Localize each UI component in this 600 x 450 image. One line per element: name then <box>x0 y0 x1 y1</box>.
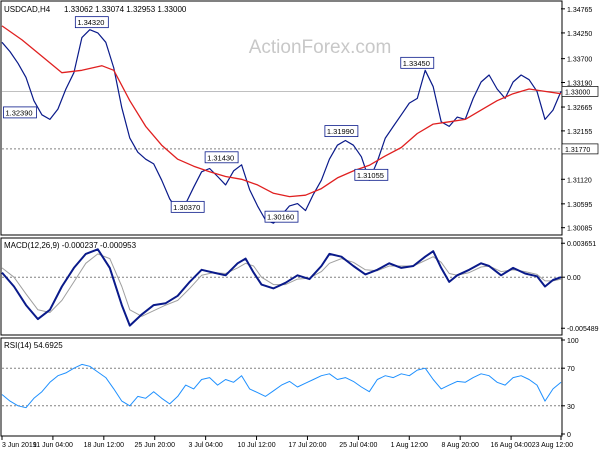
price-annotation-label-3: 1.30370 <box>173 203 200 212</box>
price-tick-label-4: 1.32665 <box>567 105 592 112</box>
instrument-label: USDCAD,H4 <box>4 5 51 14</box>
price-annotation-label-0: 1.34320 <box>77 18 104 27</box>
price-annotation-label-5: 1.31990 <box>327 127 354 136</box>
time-tick-label-0: 3 Jun 2019 <box>2 442 37 449</box>
rsi-series-rsi <box>1 363 562 409</box>
price-annotation-box-0 <box>74 16 109 29</box>
current-price-box <box>561 86 599 97</box>
time-tick-label-6: 17 Jul 20:00 <box>288 442 326 449</box>
price-tick-label-8: 1.30085 <box>567 226 592 233</box>
support-price-label: 1.31770 <box>565 147 590 154</box>
price-tick-label-3: 1.33190 <box>567 80 592 87</box>
price-tick-label-2: 1.33700 <box>567 57 592 64</box>
macd-tick-label-0: 0.003651 <box>567 241 596 248</box>
price-annotation-box-2 <box>204 151 239 164</box>
price-annotation-label-6: 1.31055 <box>357 171 384 180</box>
price-annotation-box-7 <box>400 56 435 69</box>
macd-panel-frame <box>0 237 563 336</box>
price-tick-label-0: 1.34765 <box>567 7 592 14</box>
time-tick-label-9: 8 Aug 20:00 <box>441 442 478 449</box>
price-annotation-box-5 <box>324 125 359 138</box>
support-price-box <box>561 143 599 155</box>
price-annotation-label-2: 1.31430 <box>207 153 234 162</box>
time-tick-label-3: 25 Jun 20:00 <box>134 442 175 449</box>
price-tick-label-5: 1.32155 <box>567 129 592 136</box>
price-series-price <box>1 29 562 224</box>
time-tick-label-8: 1 Aug 12:00 <box>391 442 428 449</box>
rsi-tick-label-1: 70 <box>567 366 575 373</box>
current-price-label: 1.33000 <box>565 89 590 96</box>
rsi-title: RSI(14) 54.6925 <box>4 341 63 350</box>
price-panel-frame <box>0 0 563 236</box>
price-annotation-box-4 <box>264 210 299 223</box>
price-tick-label-1: 1.34250 <box>567 31 592 38</box>
price-annotation-label-1: 1.32390 <box>5 108 32 117</box>
time-tick-label-10: 16 Aug 04:00 <box>490 442 531 449</box>
macd-tick-label-2: -0.005489 <box>567 326 599 333</box>
time-tick-label-1: 11 Jun 04:00 <box>33 442 73 449</box>
macd-tick-label-1: 0.00 <box>567 275 581 282</box>
price-annotation-box-1 <box>3 106 37 119</box>
time-tick-label-11: 23 Aug 12:00 <box>532 442 573 449</box>
price-annotation-box-3 <box>170 200 205 213</box>
rsi-panel-frame <box>0 337 563 437</box>
rsi-tick-label-0: 100 <box>567 338 579 345</box>
price-tick-label-7: 1.30595 <box>567 202 592 209</box>
rsi-tick-label-3: 0 <box>567 432 571 439</box>
macd-series-signal <box>1 253 562 317</box>
price-annotation-label-4: 1.30160 <box>267 213 294 222</box>
time-tick-label-7: 25 Jul 04:00 <box>339 442 377 449</box>
price-annotation-box-6 <box>354 168 389 181</box>
price-series-moving_average <box>1 25 562 198</box>
price-annotation-label-7: 1.33450 <box>403 59 430 68</box>
time-tick-label-2: 18 Jun 12:00 <box>84 442 125 449</box>
ohlc-label: 1.33062 1.33074 1.32953 1.33000 <box>64 5 187 14</box>
rsi-tick-label-2: 30 <box>567 404 575 411</box>
macd-title: MACD(12,26,9) -0.000237 -0.000953 <box>4 241 137 250</box>
price-tick-label-6: 1.31120 <box>567 177 592 184</box>
time-tick-label-5: 10 Jul 12:00 <box>237 442 275 449</box>
time-tick-label-4: 3 Jul 04:00 <box>189 442 223 449</box>
macd-series-macd <box>1 248 562 327</box>
watermark: ActionForex.com <box>249 37 392 58</box>
